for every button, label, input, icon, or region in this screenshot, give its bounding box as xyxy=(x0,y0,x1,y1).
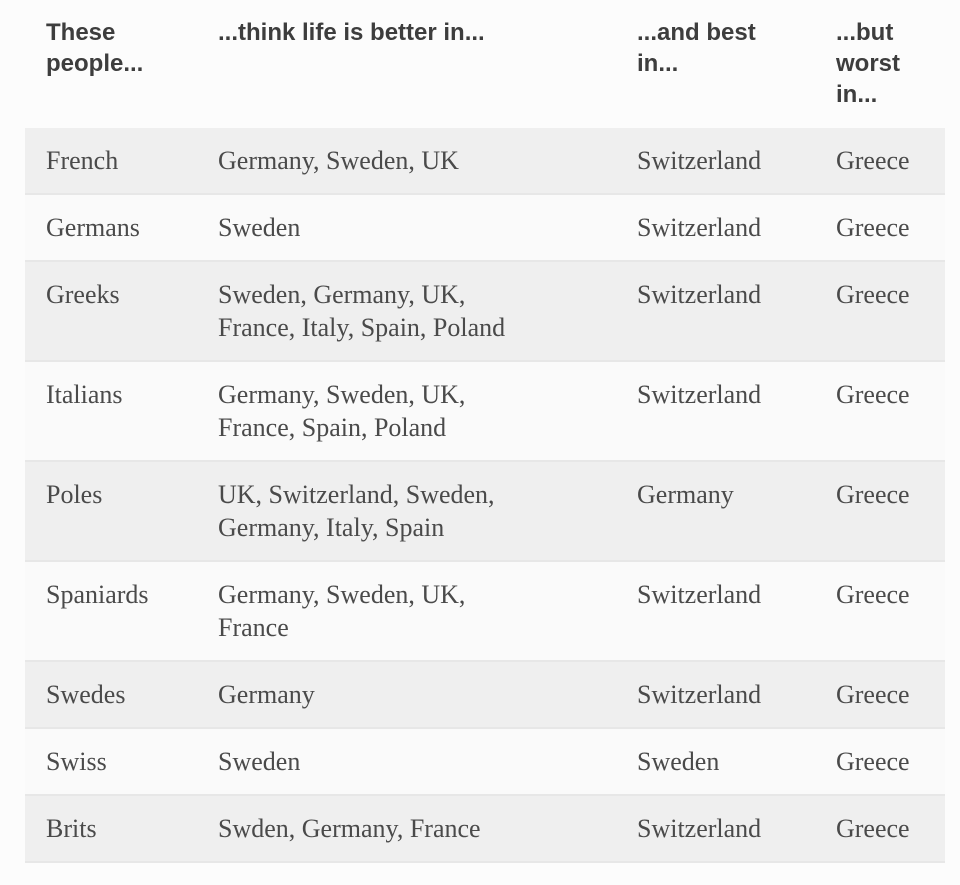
cell-best: Switzerland xyxy=(616,795,815,863)
cell-worst: Greece xyxy=(815,128,945,195)
cell-best: Switzerland xyxy=(616,194,815,262)
cell-worst: Greece xyxy=(815,728,945,796)
column-header-people: These people... xyxy=(25,0,197,128)
cell-worst: Greece xyxy=(815,561,945,662)
cell-better: UK, Switzerland, Sweden, Germany, Italy,… xyxy=(197,461,616,562)
cell-better: Sweden xyxy=(197,194,616,262)
table-container: These people... ...think life is better i… xyxy=(25,0,945,863)
cell-people: Italians xyxy=(25,361,197,462)
cell-people: Greeks xyxy=(25,261,197,362)
table-row: Greeks Sweden, Germany, UK, France, Italy… xyxy=(25,261,945,362)
cell-worst: Greece xyxy=(815,795,945,863)
column-header-worst: ...but worst in... xyxy=(815,0,945,128)
europe-life-opinion-table: These people... ...think life is better i… xyxy=(25,0,945,863)
cell-worst: Greece xyxy=(815,194,945,262)
table-row: Brits Swden, Germany, France Switzerland Gr… xyxy=(25,795,945,863)
table-row: Spaniards Germany, Sweden, UK, France Swit… xyxy=(25,561,945,662)
cell-best: Switzerland xyxy=(616,661,815,729)
cell-people: Brits xyxy=(25,795,197,863)
cell-best: Switzerland xyxy=(616,361,815,462)
table-row: Poles UK, Switzerland, Sweden, Germany, I… xyxy=(25,461,945,562)
cell-best: Switzerland xyxy=(616,561,815,662)
cell-better: Sweden, Germany, UK, France, Italy, Spai… xyxy=(197,261,616,362)
cell-people: Spaniards xyxy=(25,561,197,662)
cell-people: Poles xyxy=(25,461,197,562)
cell-better: Germany, Sweden, UK, France, Spain, Pola… xyxy=(197,361,616,462)
header-row: These people... ...think life is better i… xyxy=(25,0,945,128)
table-row: Germans Sweden Switzerland Greece xyxy=(25,194,945,262)
cell-best: Switzerland xyxy=(616,128,815,195)
cell-better: Sweden xyxy=(197,728,616,796)
cell-better: Germany, Sweden, UK xyxy=(197,128,616,195)
table-body: French Germany, Sweden, UK Switzerland Gree… xyxy=(25,128,945,863)
cell-better: Germany, Sweden, UK, France xyxy=(197,561,616,662)
table-row: French Germany, Sweden, UK Switzerland Gree… xyxy=(25,128,945,195)
cell-worst: Greece xyxy=(815,461,945,562)
cell-people: Swiss xyxy=(25,728,197,796)
cell-people: Swedes xyxy=(25,661,197,729)
cell-worst: Greece xyxy=(815,261,945,362)
table-row: Italians Germany, Sweden, UK, France, Spa… xyxy=(25,361,945,462)
cell-people: Germans xyxy=(25,194,197,262)
cell-worst: Greece xyxy=(815,361,945,462)
column-header-best: ...and best in... xyxy=(616,0,815,128)
cell-better: Swden, Germany, France xyxy=(197,795,616,863)
cell-best: Switzerland xyxy=(616,261,815,362)
cell-best: Germany xyxy=(616,461,815,562)
cell-best: Sweden xyxy=(616,728,815,796)
table-row: Swedes Germany Switzerland Greece xyxy=(25,661,945,729)
table-row: Swiss Sweden Sweden Greece xyxy=(25,728,945,796)
cell-people: French xyxy=(25,128,197,195)
table-header: These people... ...think life is better i… xyxy=(25,0,945,128)
cell-better: Germany xyxy=(197,661,616,729)
column-header-better: ...think life is better in... xyxy=(197,0,616,128)
cell-worst: Greece xyxy=(815,661,945,729)
